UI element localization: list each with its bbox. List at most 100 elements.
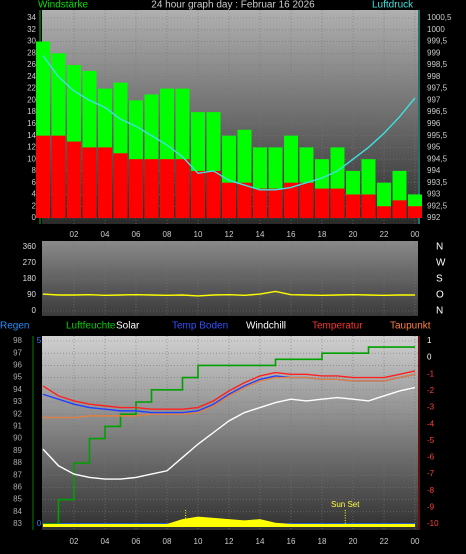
- x-tick-label: 04: [101, 537, 110, 546]
- y-tick-label: 4: [32, 190, 37, 199]
- y2-tick-label: 994: [427, 166, 441, 175]
- y-tick-label: 92: [13, 409, 22, 418]
- y2-tick-label: 997: [427, 95, 441, 104]
- y-tick-label: 87: [13, 470, 22, 479]
- annotation: Sun Set: [331, 500, 360, 509]
- y-tick-label: 91: [13, 422, 22, 431]
- y-tick-label: 30: [27, 37, 36, 46]
- y-tick-label: 12: [27, 143, 36, 152]
- x-tick-label: 12: [225, 537, 234, 546]
- y2-tick-label: -10: [427, 519, 439, 528]
- x-tick-label: 20: [349, 230, 358, 239]
- series-line: [42, 386, 416, 480]
- y2-tick-label: 993: [427, 190, 441, 199]
- y-tick-label: 85: [13, 495, 22, 504]
- x-tick-label: 02: [70, 230, 79, 239]
- y-tick-label: 22: [27, 84, 36, 93]
- y2-tick-label: -2: [427, 386, 435, 395]
- bar: [330, 188, 345, 218]
- x-tick-label: 08: [163, 230, 172, 239]
- bar: [361, 194, 376, 218]
- solar-area: [43, 516, 415, 527]
- y-tick-label: 32: [27, 25, 36, 34]
- series-line: [43, 373, 416, 419]
- x-tick-label: 12: [225, 230, 234, 239]
- x-tick-label: 18: [318, 230, 327, 239]
- y2-tick-label: 999,5: [427, 37, 448, 46]
- x-tick-label: 00: [411, 230, 420, 239]
- x-tick-label: 22: [380, 537, 389, 546]
- x-tick-label: 00: [411, 537, 420, 546]
- bar: [284, 182, 298, 218]
- y2-tick-label: S: [436, 274, 443, 285]
- x-tick-label: 14: [256, 537, 265, 546]
- y2-tick-label: 992,5: [427, 201, 448, 210]
- y2-tick-label: -7: [427, 469, 435, 478]
- y-tick-label: 26: [27, 60, 36, 69]
- y2-tick-label: W: [436, 258, 446, 269]
- y2-tick-label: -3: [427, 403, 435, 412]
- y-tick-label: 90: [13, 434, 22, 443]
- y2-tick-label: O: [436, 290, 444, 301]
- bar: [253, 188, 267, 218]
- x-tick-label: 18: [318, 537, 327, 546]
- y2-tick-label: -6: [427, 453, 435, 462]
- y-tick-label: 18: [27, 107, 36, 116]
- series-line: [42, 370, 416, 410]
- y-tick-label: 180: [23, 274, 37, 283]
- bar: [315, 188, 329, 218]
- y2-tick-label: -8: [427, 486, 435, 495]
- y-tick-label: 24: [27, 72, 36, 81]
- bar: [129, 159, 143, 218]
- plot-bg: [42, 241, 418, 316]
- y-tick-label: 0: [32, 213, 37, 222]
- y-tick-label: 90: [27, 290, 36, 299]
- legend-entry: Temp Boden: [172, 321, 228, 332]
- y-tick-label: 98: [13, 336, 22, 345]
- y-tick-label: 2: [32, 201, 37, 210]
- y-tick-label: 20: [27, 95, 36, 104]
- y-tick-label: 84: [13, 507, 22, 516]
- y-tick-label: 93: [13, 397, 22, 406]
- x-tick-label: 16: [287, 537, 296, 546]
- chart-title: 24 hour graph day : Februar 16 2026: [151, 0, 315, 11]
- bar: [113, 153, 128, 218]
- bar: [377, 206, 391, 218]
- y2-tick-label: N: [436, 306, 443, 317]
- y3-tick-label: 0: [37, 519, 42, 528]
- x-tick-label: 14: [256, 230, 265, 239]
- legend-entry: Regen: [0, 321, 29, 332]
- bar: [36, 135, 50, 218]
- bar: [237, 182, 252, 218]
- y-tick-label: 360: [23, 242, 37, 251]
- y2-tick-label: 1000: [427, 25, 445, 34]
- x-tick-label: 22: [380, 230, 389, 239]
- y2-tick-label: 998,5: [427, 60, 448, 69]
- y-tick-label: 10: [27, 154, 36, 163]
- y2-tick-label: 1000,5: [427, 13, 452, 22]
- x-tick-label: 10: [194, 230, 203, 239]
- y3-tick-label: 5: [37, 336, 42, 345]
- y-tick-label: 16: [27, 119, 36, 128]
- x-tick-label: 08: [163, 537, 172, 546]
- bar: [268, 188, 283, 218]
- y-tick-label: 89: [13, 446, 22, 455]
- y-tick-label: 83: [13, 519, 22, 528]
- y2-tick-label: -9: [427, 502, 435, 511]
- y-tick-label: 96: [13, 361, 22, 370]
- bar: [346, 194, 360, 218]
- legend-entry: Windchill: [246, 321, 286, 332]
- y-tick-label: 270: [23, 258, 37, 267]
- y2-tick-label: 995,5: [427, 131, 448, 140]
- bar: [98, 147, 112, 218]
- bar: [82, 147, 97, 218]
- y2-tick-label: 998: [427, 72, 441, 81]
- bar: [299, 182, 314, 218]
- y2-tick-label: 995: [427, 143, 441, 152]
- y-tick-label: 0: [32, 306, 37, 315]
- y2-tick-label: 996: [427, 119, 441, 128]
- y2-tick-label: 992: [427, 213, 441, 222]
- series-line: [43, 346, 415, 525]
- y2-tick-label: 0: [427, 353, 432, 362]
